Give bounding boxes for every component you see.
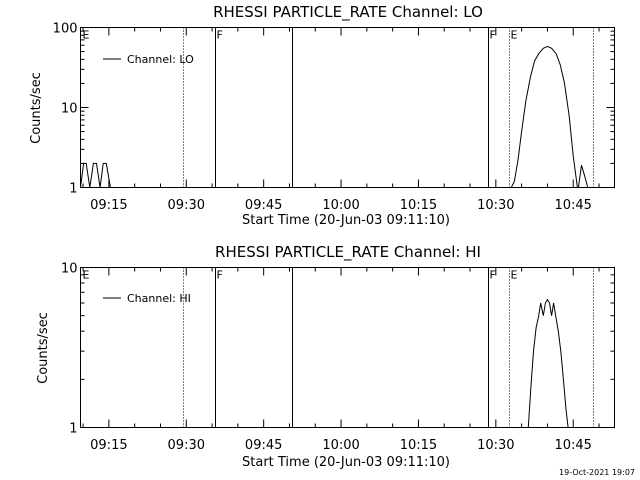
chart-hi-y-tick-label: 10: [61, 262, 78, 277]
chart-hi-event-marker-label: E: [83, 269, 90, 282]
chart-hi-x-ticks: 09:15 09:30 09:45 10:00 10:15 10:30 10:45: [82, 267, 600, 453]
chart-hi-x-tick-label: 10:15: [400, 438, 437, 453]
chart-hi-legend-label: Channel: HI: [127, 292, 191, 305]
footer-date: 19-Oct-2021 19:07: [559, 468, 635, 477]
chart-hi-y-tick-label: 1: [69, 422, 77, 437]
chart-lo-legend-label: Channel: LO: [127, 53, 194, 66]
chart-hi-x-tick-label: 10:30: [477, 438, 514, 453]
chart-lo-series-line: [80, 162, 111, 188]
chart-lo-x-tick-label: 09:30: [168, 198, 205, 213]
chart-hi-legend: Channel: HI: [103, 292, 191, 305]
chart-lo-x-axis-label: Start Time (20-Jun-03 09:11:10): [242, 213, 450, 228]
chart-hi-series-line: [527, 298, 569, 428]
chart-lo-y-tick-label: 100: [53, 22, 78, 37]
chart-lo-y-tick-label: 1: [69, 182, 77, 197]
chart-lo-x-tick-label: 09:15: [90, 198, 127, 213]
chart-lo-x-tick-label: 10:30: [477, 198, 514, 213]
chart-hi-panel: RHESSI PARTICLE_RATE Channel: HI Counts/…: [36, 243, 615, 470]
chart-hi-title: RHESSI PARTICLE_RATE Channel: HI: [215, 243, 481, 262]
chart-lo-x-tick-label: 09:45: [245, 198, 282, 213]
chart-lo-x-tick-label: 10:15: [400, 198, 437, 213]
chart-lo-plot-frame: [80, 27, 615, 188]
chart-hi-plot-frame: [80, 267, 615, 428]
chart-hi-y-ticks: 1 10: [61, 262, 615, 437]
chart-lo-x-ticks: 09:15 09:30 09:45 10:00 10:15 10:30 10:45: [82, 27, 600, 213]
chart-lo-title: RHESSI PARTICLE_RATE Channel: LO: [213, 3, 483, 22]
chart-lo-y-tick-label: 10: [61, 102, 78, 117]
chart-hi-x-tick-label: 09:15: [90, 438, 127, 453]
chart-hi-x-tick-label: 10:45: [554, 438, 591, 453]
chart-lo-x-tick-label: 10:45: [554, 198, 591, 213]
chart-hi-event-marker-label: E: [511, 269, 518, 282]
chart-hi-event-marker-label: F: [217, 269, 223, 282]
chart-hi-x-tick-label: 09:30: [168, 438, 205, 453]
chart-lo-y-axis-label: Counts/sec: [29, 72, 44, 144]
chart-hi-x-tick-label: 10:00: [322, 438, 359, 453]
chart-lo-legend: Channel: LO: [103, 53, 194, 66]
chart-hi-x-tick-label: 09:45: [245, 438, 282, 453]
chart-lo-event-marker-label: E: [83, 29, 90, 42]
chart-lo-panel: RHESSI PARTICLE_RATE Channel: LO Counts/…: [29, 3, 615, 228]
chart-hi-y-axis-label: Counts/sec: [36, 312, 51, 384]
chart-lo-event-marker-label: F: [490, 29, 496, 42]
chart-lo-series-line: [510, 45, 587, 188]
chart-hi-event-marker-label: F: [490, 269, 496, 282]
chart-hi-series: [527, 298, 569, 428]
chart-lo-event-marker-label: F: [217, 29, 223, 42]
chart-lo-y-ticks: 1 10 100: [53, 22, 615, 197]
chart-lo-series-line: [577, 165, 589, 188]
chart-lo-event-marker-label: E: [511, 29, 518, 42]
chart-lo-series: [80, 45, 589, 188]
chart-hi-x-axis-label: Start Time (20-Jun-03 09:11:10): [242, 455, 450, 470]
chart-lo-x-tick-label: 10:00: [322, 198, 359, 213]
